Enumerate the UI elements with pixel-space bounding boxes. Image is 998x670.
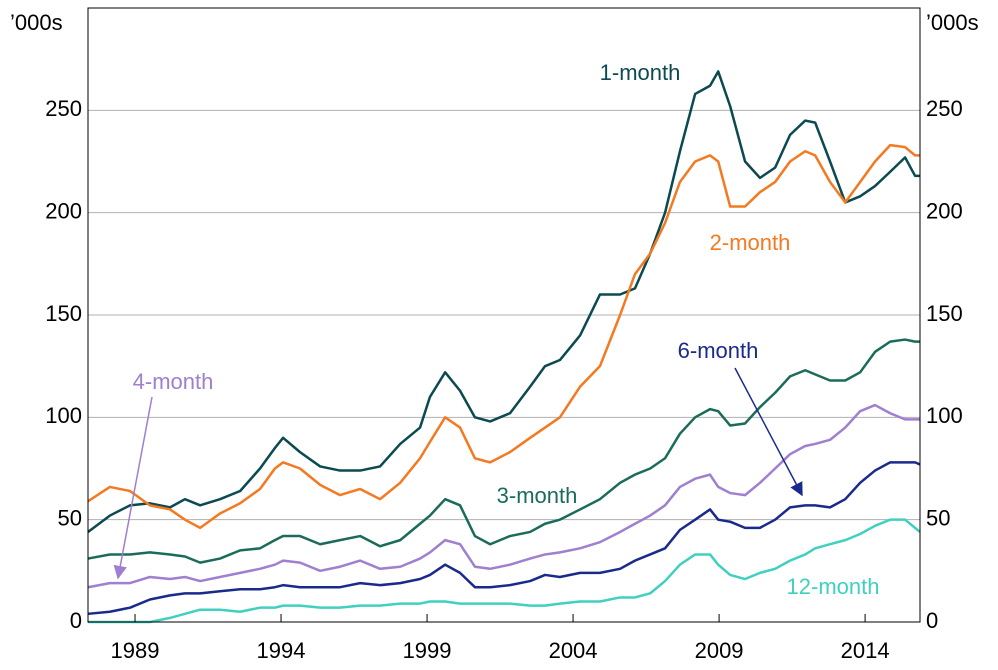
y2-tick-label: 100 — [926, 403, 963, 428]
x-tick-label: 2009 — [695, 638, 744, 663]
y-tick-label: 100 — [45, 403, 82, 428]
series-line — [87, 461, 921, 616]
series-line — [87, 338, 920, 564]
y2-tick-label: 50 — [926, 505, 950, 530]
series-label: 2-month — [710, 230, 791, 255]
y2-axis-unit: ’000s — [926, 10, 979, 35]
x-tick-label: 2004 — [549, 638, 598, 663]
arrow — [113, 396, 153, 580]
series-line — [87, 143, 920, 530]
series-label: 4-month — [133, 369, 214, 394]
y-tick-label: 0 — [70, 608, 82, 633]
y2-tick-label: 150 — [926, 301, 963, 326]
x-tick-label: 1999 — [403, 638, 452, 663]
x-tick-label: 1989 — [111, 638, 160, 663]
y2-tick-label: 0 — [926, 608, 938, 633]
y-tick-label: 150 — [45, 301, 82, 326]
x-tick-label: 2014 — [841, 638, 890, 663]
y2-tick-label: 250 — [926, 96, 963, 121]
series-label: 12-month — [787, 574, 880, 599]
series-line — [88, 518, 921, 624]
y-tick-label: 250 — [45, 96, 82, 121]
lines — [87, 70, 921, 624]
arrow — [734, 367, 803, 497]
y-axis-unit: ’000s — [10, 10, 63, 35]
plot-frame — [87, 7, 921, 623]
y-tick-label: 200 — [45, 198, 82, 223]
grid — [88, 109, 920, 623]
x-tick-label: 1994 — [257, 638, 306, 663]
series-label: 3-month — [497, 483, 578, 508]
series-line — [87, 70, 920, 533]
series-line — [87, 403, 920, 589]
y2-tick-label: 200 — [926, 198, 963, 223]
y-tick-label: 50 — [58, 505, 82, 530]
series-label: 6-month — [678, 338, 759, 363]
series-label: 1-month — [600, 60, 681, 85]
